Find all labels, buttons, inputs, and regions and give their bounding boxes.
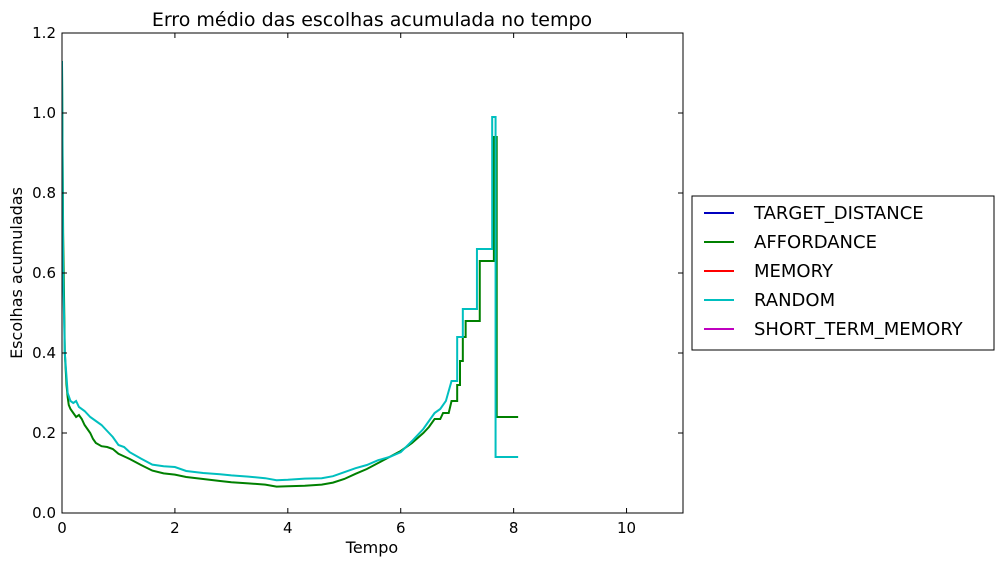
x-tick-label: 2: [170, 519, 180, 537]
x-axis-label: Tempo: [345, 538, 398, 557]
legend-box: [691, 195, 995, 351]
x-tick-label: 6: [396, 519, 406, 537]
y-tick-label: 1.0: [32, 104, 56, 122]
y-axis-label: Escolhas acumuladas: [7, 187, 26, 359]
plot-area: 0 2 4 6 8 10 0.0 0.2 0.4 0.6 0.8 1.0 1.2: [32, 24, 684, 537]
y-tick-label: 0.4: [32, 344, 56, 362]
series-line-random: [62, 60, 519, 482]
x-tick-label: 8: [509, 519, 519, 537]
legend-label: RANDOM: [754, 290, 835, 311]
legend-label: AFFORDANCE: [754, 232, 877, 253]
y-tick-label: 1.2: [32, 24, 56, 42]
y-tick-label: 0.2: [32, 424, 56, 442]
x-tick-label: 10: [617, 519, 636, 537]
legend: TARGET_DISTANCE AFFORDANCE MEMORY RANDOM SHO…: [691, 195, 995, 351]
y-tick-label: 0.6: [32, 264, 56, 282]
y-tick-label: 0.8: [32, 184, 56, 202]
legend-label: TARGET_DISTANCE: [753, 203, 924, 224]
plot-frame: [61, 32, 684, 514]
series-line-affordance: [62, 64, 519, 488]
x-tick-label: 0: [57, 519, 67, 537]
legend-label: SHORT_TERM_MEMORY: [754, 319, 964, 340]
x-tick-label: 4: [283, 519, 293, 537]
legend-label: MEMORY: [754, 261, 834, 282]
chart-title: Erro médio das escolhas acumulada no tem…: [152, 9, 592, 31]
y-tick-label: 0.0: [32, 504, 56, 522]
